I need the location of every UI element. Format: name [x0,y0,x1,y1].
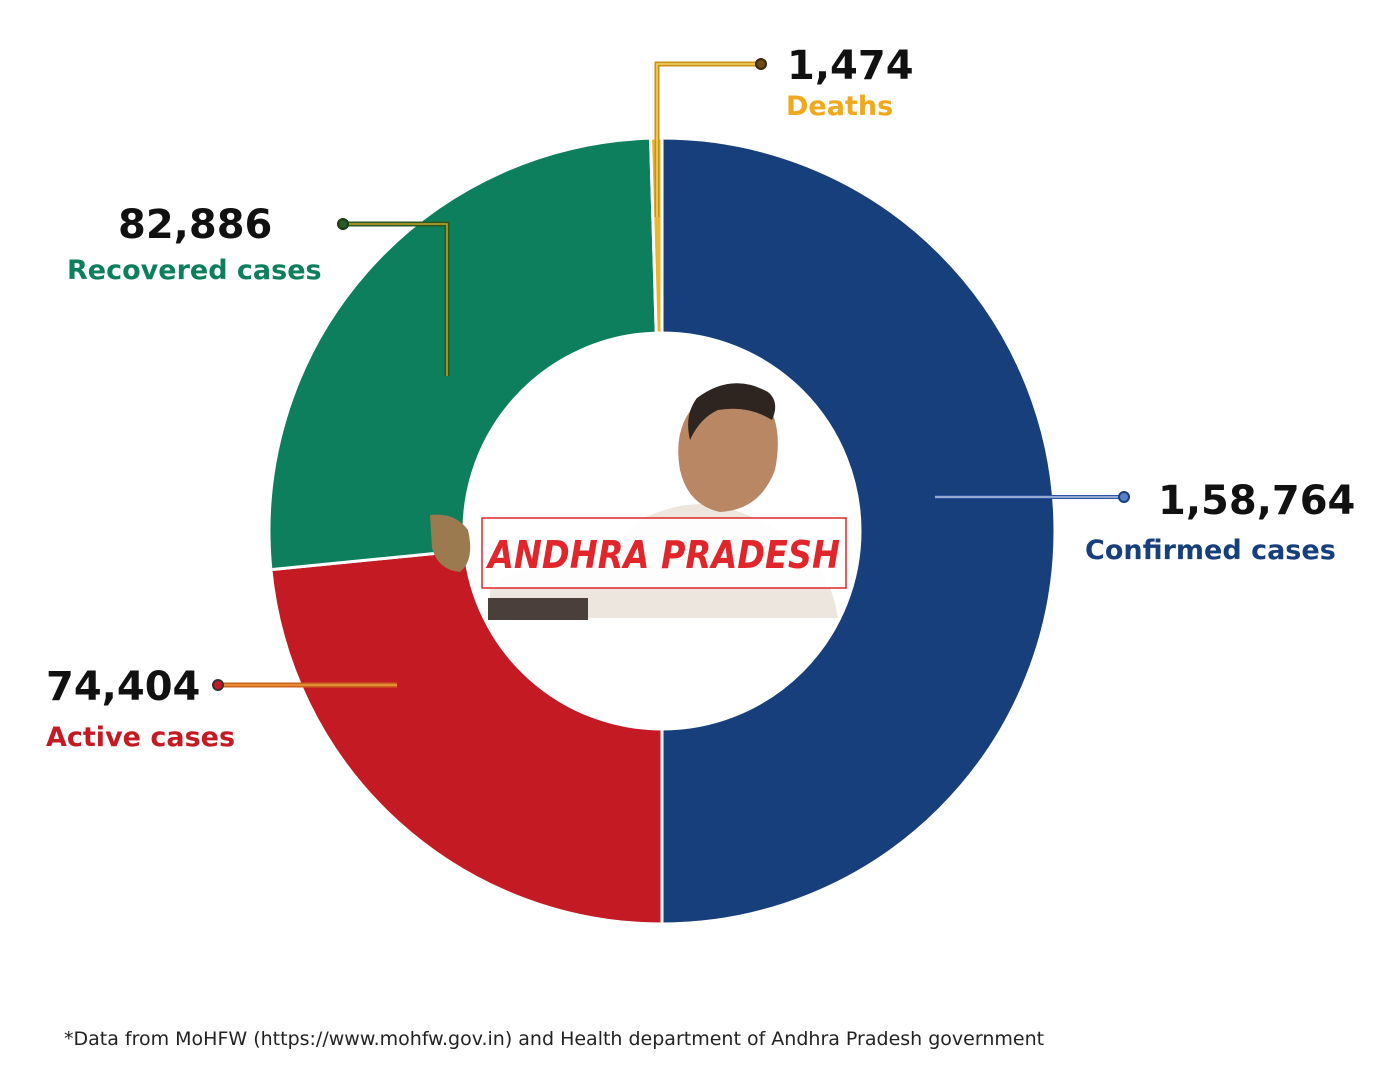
slice-active-cases [269,548,664,926]
slice-recovered-cases [267,136,658,572]
center-title-box: ANDHRA PRADESH [481,517,847,589]
deaths-label: Deaths [786,91,893,122]
leader-active [212,679,397,691]
confirmed-label: Confirmed cases [1085,535,1336,566]
recovered-value: 82,886 [118,202,272,248]
active-value: 74,404 [46,664,200,710]
deaths-value: 1,474 [787,43,914,89]
leader-recovered [337,218,450,376]
leader-confirmed [935,491,1130,503]
confirmed-value: 1,58,764 [1158,478,1355,524]
recovered-label: Recovered cases [67,255,322,286]
slice-confirmed-cases [660,136,1057,926]
donut-slices [267,136,1057,926]
center-title: ANDHRA PRADESH [485,533,840,577]
active-label: Active cases [46,722,235,753]
leader-deaths [654,58,767,217]
footnote: *Data from MoHFW (https://www.mohfw.gov.… [64,1028,1045,1050]
